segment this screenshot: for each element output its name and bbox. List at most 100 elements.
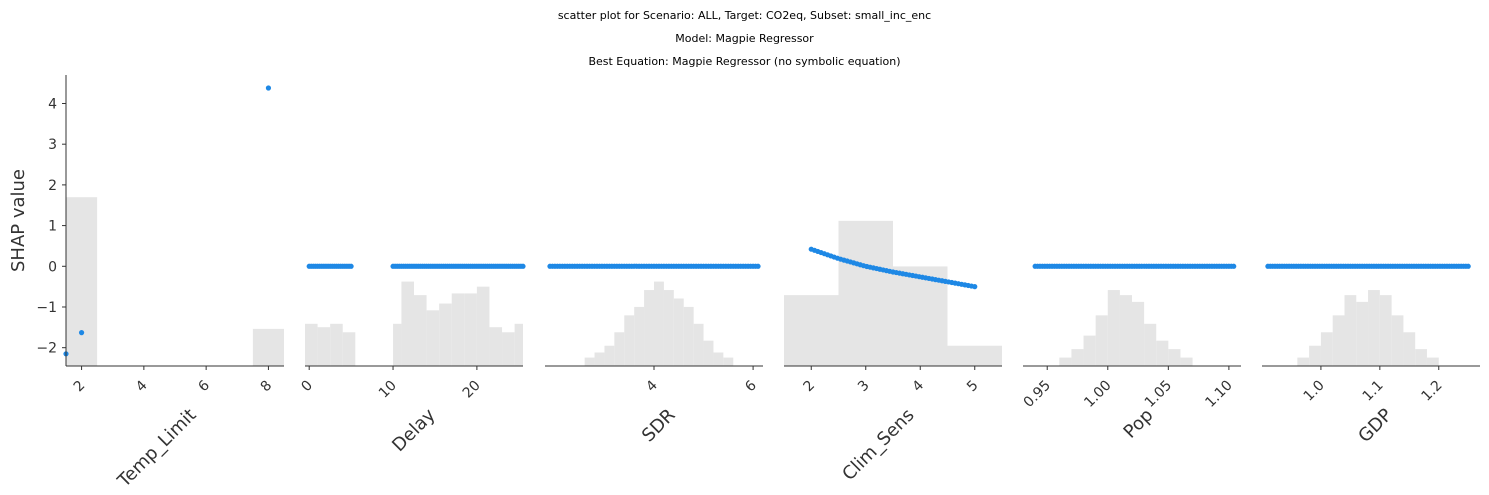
y-tick-label-1: −1 [36, 300, 57, 316]
pop-hist-bar-10 [1180, 357, 1193, 366]
chart-equation-line: Best Equation: Magpie Regressor (no symb… [588, 55, 901, 68]
gdp-hist-bar-7 [1379, 295, 1392, 366]
pop-hist-bar-5 [1119, 295, 1132, 366]
delay-hist-bar-1 [317, 327, 331, 366]
y-tick-label-6: 4 [48, 96, 57, 112]
sdr-hist-bar-2 [604, 345, 615, 366]
gdp-hist-bar-1 [1309, 345, 1321, 366]
delay-hist-bar-5 [401, 281, 414, 366]
pop-hist-bar-9 [1168, 349, 1181, 366]
sdr-hist-bar-14 [723, 357, 734, 366]
delay-hist-bar-3 [342, 332, 356, 366]
delay-hist-bar-9 [451, 293, 465, 366]
sdr-hist-bar-8 [663, 290, 674, 366]
sdr-x-tick-label-0: 4 [643, 377, 661, 395]
sdr-hist-bar-1 [594, 352, 605, 366]
clim_sens-x-tick-label-3: 5 [964, 378, 982, 396]
delay-point-83 [520, 263, 526, 269]
temp_limit-point-2 [265, 85, 272, 91]
gdp-hist-bar-5 [1356, 301, 1369, 366]
gdp-hist-bar-3 [1332, 315, 1345, 366]
delay-hist-bar-14 [514, 323, 523, 366]
sdr-hist-bar-12 [703, 340, 714, 366]
delay-hist-bar-2 [330, 323, 343, 366]
clim_sens-hist-bar-1 [838, 220, 893, 366]
sdr-hist-bar-11 [693, 323, 704, 366]
y-tick-label-0: −2 [36, 341, 57, 357]
temp_limit-x-tick-label-0: 2 [71, 378, 89, 396]
gdp-hist-bar-2 [1320, 332, 1333, 366]
temp_limit-hist-bar-1 [252, 328, 284, 366]
sdr-hist-bar-13 [713, 352, 724, 366]
sdr-hist-bar-0 [584, 357, 595, 366]
y-tick-label-2: 0 [48, 259, 57, 275]
gdp-hist-bar-4 [1344, 295, 1357, 366]
pop-hist-bar-4 [1107, 290, 1120, 366]
delay-hist-bar-0 [305, 323, 318, 366]
pop-hist-bar-7 [1144, 323, 1157, 366]
pop-hist-bar-3 [1095, 315, 1108, 366]
chart-title: scatter plot for Scenario: ALL, Target: … [557, 9, 932, 22]
temp_limit-hist-bar-0 [66, 197, 98, 366]
sdr-hist-bar-3 [614, 332, 625, 366]
clim_sens-point-50 [972, 284, 978, 290]
temp_limit-x-tick-label-2: 6 [195, 377, 213, 395]
clim_sens-x-tick-label-0: 2 [800, 378, 818, 396]
pop-point-82 [1231, 263, 1237, 269]
pop-hist-bar-8 [1156, 340, 1169, 366]
y-tick-label-5: 3 [48, 137, 57, 153]
delay-hist-bar-12 [489, 327, 503, 366]
sdr-x-tick-label-1: 6 [742, 377, 760, 395]
clim_sens-hist-bar-0 [784, 295, 839, 366]
clim_sens-hist-bar-3 [947, 345, 1002, 366]
gdp-hist-bar-0 [1297, 357, 1310, 366]
sdr-hist-bar-10 [683, 306, 694, 366]
gdp-hist-bar-10 [1415, 349, 1427, 366]
pop-hist-bar-0 [1059, 357, 1072, 366]
delay-hist-bar-8 [439, 303, 452, 366]
delay-point-20 [348, 263, 354, 269]
gdp-x-tick-label-0: 1.0 [1301, 378, 1328, 405]
gdp-hist-bar-9 [1403, 332, 1416, 366]
clim_sens-hist-bar-2 [893, 266, 948, 366]
delay-hist-bar-11 [476, 286, 490, 366]
sdr-x-axis-label: SDR [638, 405, 680, 447]
gdp-x-axis-label: GDP [1354, 405, 1396, 447]
pop-hist-bar-6 [1132, 301, 1145, 366]
sdr-point-84 [755, 263, 761, 269]
delay-x-tick-label-1: 10 [376, 378, 400, 402]
pop-x-tick-label-2: 1.05 [1142, 378, 1175, 411]
sdr-hist-bar-4 [624, 315, 635, 366]
y-axis-label: SHAP value [8, 169, 29, 272]
gdp-point-85 [1465, 263, 1471, 269]
delay-x-tick-label-0: 0 [298, 378, 316, 396]
gdp-x-tick-label-1: 1.1 [1360, 378, 1387, 405]
gdp-hist-bar-6 [1368, 290, 1380, 366]
delay-hist-bar-10 [464, 293, 477, 366]
sdr-hist-bar-5 [634, 306, 645, 366]
clim_sens-x-tick-label-2: 4 [909, 377, 927, 395]
pop-hist-bar-2 [1083, 335, 1096, 366]
pop-hist-bar-1 [1071, 349, 1084, 366]
y-tick-label-3: 1 [48, 219, 57, 235]
sdr-hist-bar-7 [654, 281, 664, 366]
delay-hist-bar-6 [414, 295, 427, 366]
gdp-hist-bar-8 [1391, 315, 1404, 366]
pop-x-tick-label-3: 1.10 [1202, 378, 1235, 411]
temp_limit-point-1 [78, 330, 85, 336]
pop-x-tick-label-1: 1.00 [1081, 378, 1114, 411]
delay-x-axis-label: Delay [388, 404, 440, 456]
temp_limit-x-tick-label-1: 4 [133, 377, 151, 395]
delay-hist-bar-13 [502, 332, 515, 366]
clim_sens-x-tick-label-1: 3 [855, 378, 873, 396]
y-tick-label-4: 2 [48, 178, 57, 194]
temp_limit-x-axis-label: Temp_Limit [113, 405, 200, 492]
sdr-hist-bar-9 [673, 298, 684, 366]
gdp-x-tick-label-2: 1.2 [1419, 378, 1446, 405]
delay-hist-bar-4 [393, 323, 402, 366]
delay-x-tick-label-2: 20 [460, 378, 484, 402]
gdp-hist-bar-11 [1426, 357, 1439, 366]
temp_limit-x-tick-label-3: 8 [258, 378, 276, 396]
chart-model-line: Model: Magpie Regressor [675, 32, 814, 45]
